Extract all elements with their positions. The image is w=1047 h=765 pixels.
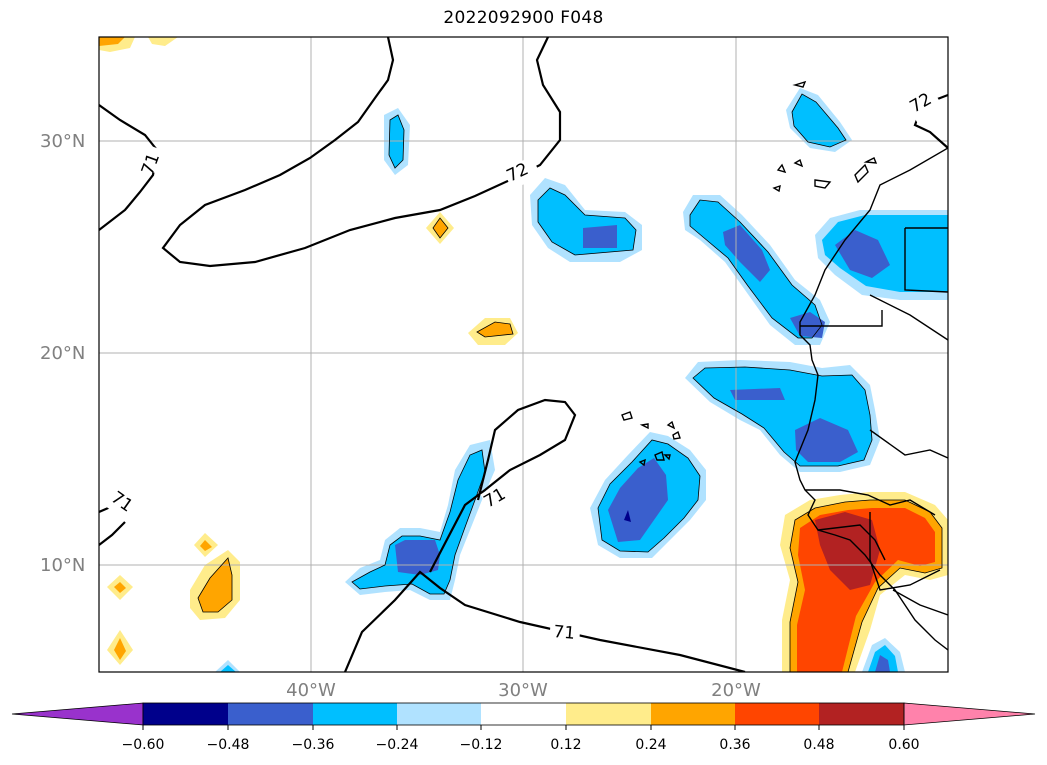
map-title: 2022092900 F048	[443, 8, 604, 28]
anomaly-fills	[99, 37, 948, 672]
gridlines	[99, 37, 948, 672]
colorbar-tick-label: −0.60	[121, 737, 165, 753]
colorbar-tick-label: 0.24	[635, 737, 667, 753]
colorbar-tick-label: 0.12	[550, 737, 582, 753]
colorbar-tick-label: −0.12	[459, 737, 503, 753]
lon-label-20w: 20°W	[711, 680, 761, 701]
lon-label-30w: 30°W	[498, 680, 548, 701]
colorbar-tick-label: 0.60	[888, 737, 920, 753]
anomaly-contours	[197, 93, 943, 672]
colorbar	[11, 702, 1036, 730]
plot-frame	[98, 36, 949, 673]
colorbar-tick-label: −0.48	[206, 737, 250, 753]
colorbar-tick-label: −0.36	[291, 737, 335, 753]
lat-label-30n: 30°N	[40, 131, 86, 152]
contour-label: 71	[107, 488, 136, 517]
lat-label-20n: 20°N	[40, 343, 86, 364]
colorbar-extend-low	[11, 702, 144, 726]
contour-label: 71	[553, 622, 576, 644]
colorbar-tick-label: 0.48	[803, 737, 835, 753]
colorbar-tick-label: −0.24	[375, 737, 419, 753]
lat-label-10n: 10°N	[40, 555, 86, 576]
coastlines	[621, 80, 948, 651]
lon-label-40w: 40°W	[286, 680, 336, 701]
colorbar-tick-label: 0.36	[719, 737, 751, 753]
colorbar-extend-high	[903, 702, 1036, 726]
